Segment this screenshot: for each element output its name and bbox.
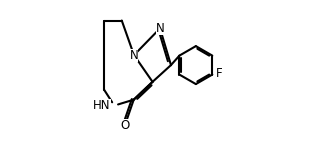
Text: HN: HN <box>93 99 111 112</box>
Text: O: O <box>120 119 130 132</box>
Text: F: F <box>216 67 222 80</box>
Text: N: N <box>156 22 164 35</box>
Text: N: N <box>130 49 138 62</box>
